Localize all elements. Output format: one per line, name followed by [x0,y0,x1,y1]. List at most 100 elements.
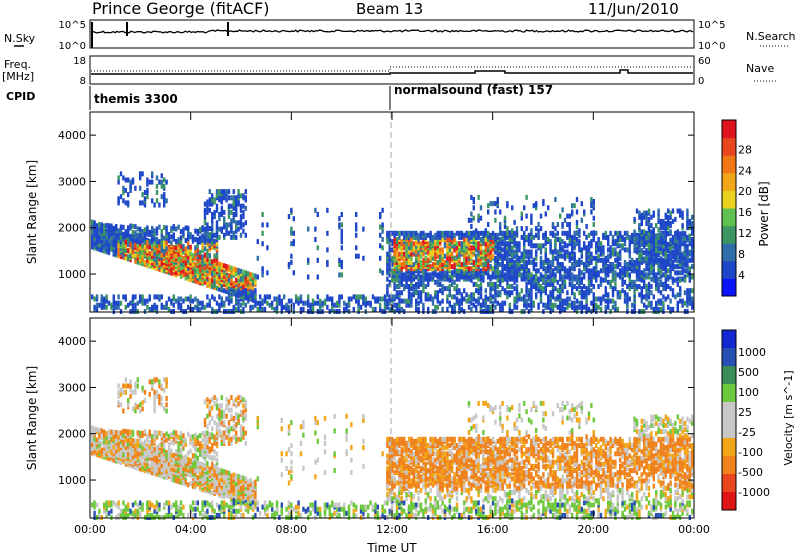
power-cell [554,296,557,302]
power-cell [441,290,444,296]
power-cell [525,226,528,232]
power-cell [551,262,555,267]
power-cell [105,231,108,237]
power-cell [448,284,451,289]
power-cell [163,239,166,245]
velocity-cell [134,438,137,444]
power-cell [410,259,413,265]
power-cell [400,262,403,267]
power-cell [583,262,586,267]
power-cell [679,239,682,245]
power-cell [465,292,468,298]
power-cell [429,249,432,255]
power-cell [439,288,442,294]
power-cell [604,259,607,265]
power-cell [134,302,137,308]
power-cell [331,304,334,310]
power-cell [261,222,264,228]
velocity-cell [119,508,123,514]
power-cell [422,288,425,294]
power-cell [218,267,221,273]
power-cell [559,288,562,294]
power-cell [590,230,593,236]
power-cell [463,232,466,238]
power-cell [127,254,130,260]
power-cell [439,300,442,306]
power-cell [237,302,240,308]
power-cell [573,241,576,247]
power-cell [494,298,497,304]
power-cell [386,288,389,294]
power-cell [196,273,199,279]
power-cell [494,241,497,247]
power-cell [662,266,665,272]
power-cell [477,194,480,200]
power-cell [607,302,610,308]
power-cell [239,281,243,287]
power-cell [607,264,610,270]
power-cell [652,294,655,300]
velocity-cell [127,452,130,458]
velocity-cell [93,500,96,506]
power-cell [650,276,653,282]
power-cell [122,175,125,181]
power-cell [213,283,216,288]
power-cell [688,250,691,256]
power-cell [609,279,612,285]
power-cell [355,232,358,238]
power-cell [115,300,118,306]
power-cell [633,246,636,251]
power-cell [395,255,399,261]
freq-left-tick-top: 18 [73,56,86,67]
power-cell [640,286,643,292]
power-cell [659,218,663,224]
power-cell [616,262,619,267]
power-cell [446,294,449,300]
power-cell [494,290,497,296]
power-cell [650,251,653,257]
power-cell [487,222,490,227]
power-cell [549,277,552,283]
power-cell [230,294,233,300]
power-cell [455,284,459,289]
power-cell [496,268,499,274]
power-cell [525,272,528,278]
power-cell [340,259,343,265]
power-cell [585,298,588,304]
power-cell [484,241,487,247]
power-cell [614,270,617,276]
velocity-cell [91,425,94,431]
power-cell [235,205,238,211]
power-cell [134,252,137,258]
power-cell [669,249,672,255]
power-cell [513,219,516,225]
power-cell [587,259,591,265]
power-cell [585,224,588,229]
power-cell [604,286,607,292]
velocity-cell [131,502,135,508]
power-cell [403,255,406,261]
power-cell [218,302,221,308]
power-cell [388,245,391,251]
power-cell [410,302,413,308]
power-cell [244,232,247,238]
power-cell [415,298,418,304]
power-cell [177,300,180,306]
power-cell [158,202,161,208]
power-cell [115,246,118,252]
power-cell [508,302,511,308]
power-cell [381,222,384,228]
power-cell [203,235,207,241]
power-cell [489,249,492,255]
power-cell [163,198,166,204]
power-cell [662,247,665,253]
power-cell [515,284,519,289]
power-cell [559,304,562,310]
power-cell [520,226,523,232]
power-cell [503,230,507,236]
power-cell [487,247,490,253]
power-cell [393,257,396,263]
power-cell [223,209,226,215]
power-cell [659,306,663,312]
power-cell [359,304,363,310]
